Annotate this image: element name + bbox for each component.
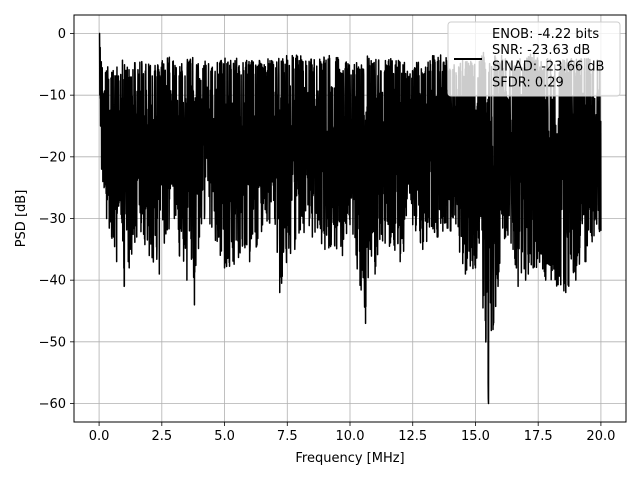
y-tick-label: −20 (39, 150, 66, 165)
legend-entry-sfdr: SFDR: 0.29 (492, 76, 564, 91)
legend: ENOB: -4.22 bits SNR: -23.63 dB SINAD: -… (447, 21, 621, 97)
y-axis-label: PSD [dB] (14, 190, 29, 248)
y-axis: 0 −10 −20 −30 −40 −50 −60 (39, 27, 74, 412)
legend-box (447, 21, 621, 97)
x-tick-label: 0.0 (89, 429, 110, 444)
legend-entry-enob: ENOB: -4.22 bits (492, 27, 599, 42)
x-tick-label: 2.5 (151, 429, 172, 444)
y-tick-label: 0 (58, 27, 66, 42)
x-tick-label: 15.0 (461, 429, 490, 444)
x-tick-label: 17.5 (524, 429, 553, 444)
x-axis: 0.0 2.5 5.0 7.5 10.0 12.5 15.0 17.5 20.0 (89, 422, 615, 444)
y-tick-label: −30 (39, 212, 66, 227)
x-tick-label: 10.0 (336, 429, 365, 444)
y-tick-label: −10 (39, 89, 66, 104)
x-axis-label: Frequency [MHz] (295, 451, 404, 466)
legend-entry-sinad: SINAD: -23.66 dB (492, 59, 604, 74)
legend-entry-snr: SNR: -23.63 dB (492, 43, 590, 58)
y-tick-label: −50 (39, 335, 66, 350)
y-tick-label: −40 (39, 274, 66, 289)
x-tick-label: 7.5 (277, 429, 298, 444)
plot-area (98, 32, 602, 405)
y-tick-label: −60 (39, 397, 66, 412)
psd-series-line (98, 32, 602, 405)
x-tick-label: 5.0 (214, 429, 235, 444)
x-tick-label: 20.0 (586, 429, 615, 444)
x-tick-label: 12.5 (398, 429, 427, 444)
